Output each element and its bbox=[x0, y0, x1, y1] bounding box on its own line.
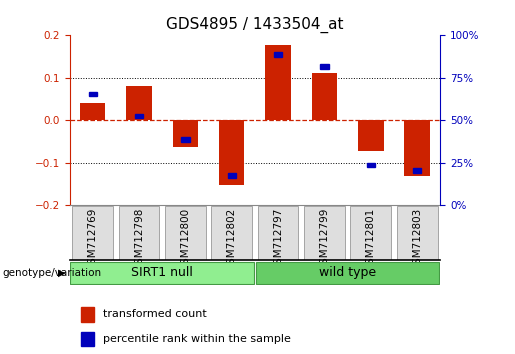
FancyBboxPatch shape bbox=[71, 262, 254, 284]
FancyBboxPatch shape bbox=[118, 206, 160, 259]
Bar bbox=[89, 92, 97, 96]
Text: GSM712799: GSM712799 bbox=[319, 207, 330, 271]
Bar bbox=[81, 307, 94, 322]
Bar bbox=[219, 120, 245, 185]
Bar bbox=[80, 103, 106, 120]
Bar bbox=[126, 86, 152, 120]
Text: percentile rank within the sample: percentile rank within the sample bbox=[103, 334, 291, 344]
Bar bbox=[181, 137, 190, 142]
Bar bbox=[312, 73, 337, 120]
Bar bbox=[173, 120, 198, 147]
FancyBboxPatch shape bbox=[165, 206, 206, 259]
Bar bbox=[81, 332, 94, 347]
FancyBboxPatch shape bbox=[72, 206, 113, 259]
Bar bbox=[358, 120, 384, 151]
Text: GSM712802: GSM712802 bbox=[227, 207, 237, 271]
Text: genotype/variation: genotype/variation bbox=[3, 268, 101, 278]
FancyBboxPatch shape bbox=[258, 206, 299, 259]
Text: GSM712803: GSM712803 bbox=[412, 207, 422, 271]
Text: SIRT1 null: SIRT1 null bbox=[131, 266, 193, 279]
FancyBboxPatch shape bbox=[304, 206, 345, 259]
Bar bbox=[228, 173, 236, 178]
Text: transformed count: transformed count bbox=[103, 309, 207, 319]
FancyBboxPatch shape bbox=[397, 206, 438, 259]
Bar bbox=[404, 120, 430, 176]
Text: GSM712800: GSM712800 bbox=[180, 207, 191, 271]
Bar bbox=[367, 163, 375, 167]
Text: ▶: ▶ bbox=[58, 268, 65, 278]
Text: GSM712798: GSM712798 bbox=[134, 207, 144, 271]
FancyBboxPatch shape bbox=[256, 262, 439, 284]
Text: wild type: wild type bbox=[319, 266, 376, 279]
Bar bbox=[265, 45, 291, 120]
Bar bbox=[320, 64, 329, 69]
Bar bbox=[135, 114, 143, 118]
Bar bbox=[413, 169, 421, 173]
Text: GSM712797: GSM712797 bbox=[273, 207, 283, 271]
Text: GSM712801: GSM712801 bbox=[366, 207, 376, 271]
FancyBboxPatch shape bbox=[211, 206, 252, 259]
FancyBboxPatch shape bbox=[350, 206, 391, 259]
Title: GDS4895 / 1433504_at: GDS4895 / 1433504_at bbox=[166, 16, 344, 33]
Bar bbox=[274, 52, 282, 57]
Text: GSM712769: GSM712769 bbox=[88, 207, 98, 271]
